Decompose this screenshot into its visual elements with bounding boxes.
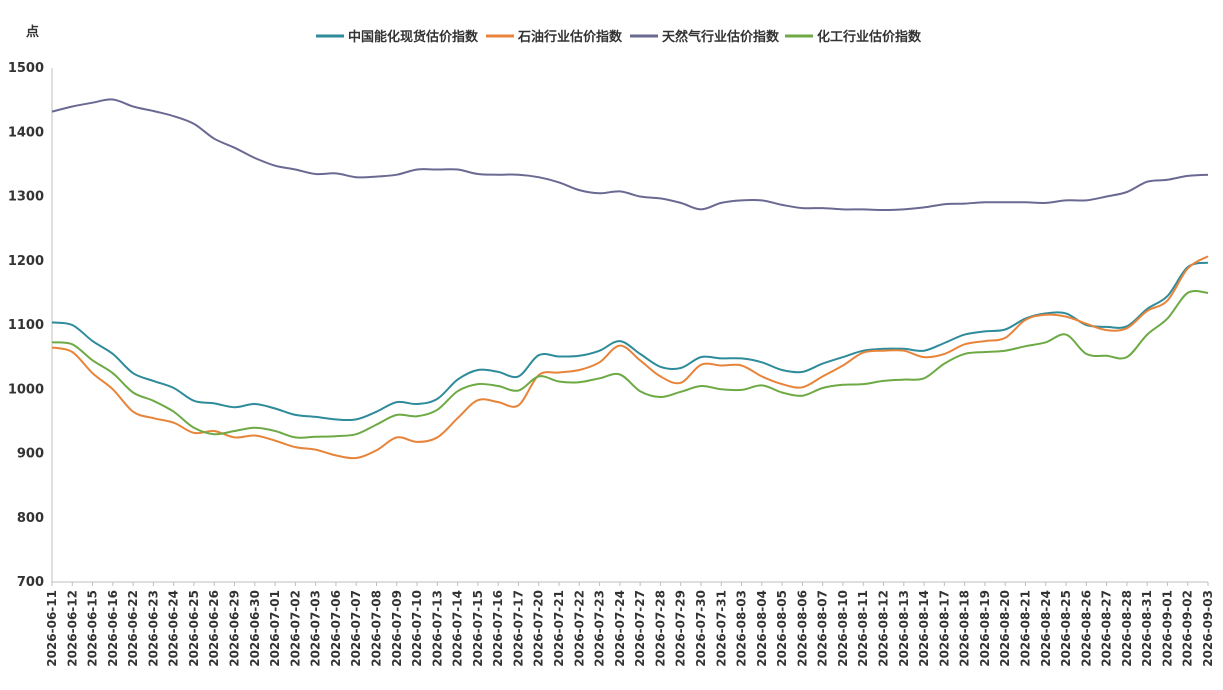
y-tick-label: 1500 [8,61,44,76]
x-tick-label: 2026-07-08 [369,590,383,667]
series-line-3 [51,98,1209,211]
legend-label: 中国能化现货估价指数 [348,29,479,45]
x-tick-label: 2026-06-24 [167,590,181,667]
x-tick-label: 2026-08-25 [1059,590,1073,667]
x-tick-label: 2026-07-13 [430,590,444,667]
x-tick-label: 2026-07-02 [288,590,302,667]
x-tick-label: 2026-06-16 [106,590,120,667]
x-tick-label: 2026-08-06 [795,590,809,667]
x-tick-label: 2026-08-07 [816,590,830,667]
x-tick-label: 2026-07-15 [471,590,485,667]
x-tick-label: 2026-07-28 [653,590,667,667]
y-tick-label: 700 [17,575,44,590]
legend-label: 化工行业估价指数 [817,29,922,45]
x-tick-label: 2026-08-04 [755,590,769,667]
legend: 中国能化现货估价指数 石油行业估价指数 天然气行业估价指数 化工行业估价指数 [316,29,922,45]
x-tick-label: 2026-08-11 [856,590,870,667]
x-tick-label: 2026-06-25 [187,590,201,667]
x-tick-label: 2026-08-31 [1140,590,1154,667]
x-tick-label: 2026-06-23 [146,590,160,667]
y-tick-label: 1100 [8,318,44,333]
x-tick-label: 2026-06-29 [228,590,242,667]
x-tick-label: 2026-07-09 [390,590,404,667]
x-tick-label: 2026-09-01 [1160,590,1174,667]
y-tick-label: 800 [17,511,44,526]
x-tick-label: 2026-09-02 [1181,590,1195,667]
x-tick-label: 2026-08-19 [978,590,992,667]
x-tick-label: 2026-08-26 [1079,590,1093,667]
y-tick-label: 900 [17,447,44,462]
x-axis: 2026-06-11 2026-06-12 2026-06-15 2026-06-16… [45,581,1215,667]
x-tick-label: 2026-07-24 [613,590,627,667]
x-tick-label: 2026-07-20 [532,590,546,667]
series-line-4 [51,290,1209,439]
x-tick-label: 2026-07-06 [329,590,343,667]
x-tick-label: 2026-08-21 [1018,590,1032,667]
x-tick-label: 2026-08-27 [1100,590,1114,667]
x-tick-label: 2026-08-12 [877,590,891,667]
x-tick-label: 2026-07-07 [349,590,363,667]
legend-label: 石油行业估价指数 [517,29,623,45]
y-axis: 700 800 900 1000 1100 1200 1300 1400 1500 [8,61,53,590]
x-tick-label: 2026-09-03 [1201,590,1215,667]
x-tick-label: 2026-08-13 [897,590,911,667]
x-tick-label: 2026-06-26 [207,590,221,667]
x-tick-label: 2026-07-14 [451,590,465,667]
x-tick-label: 2026-08-20 [998,590,1012,667]
x-tick-label: 2026-08-10 [836,590,850,667]
x-tick-label: 2026-07-31 [714,590,728,667]
y-tick-label: 1300 [8,190,44,205]
x-tick-label: 2026-07-23 [593,590,607,667]
x-tick-label: 2026-08-05 [775,590,789,667]
y-unit-label: 点 [26,24,39,40]
x-tick-label: 2026-06-30 [248,590,262,667]
x-tick-label: 2026-08-24 [1039,590,1053,667]
x-tick-label: 2026-08-03 [735,590,749,667]
x-tick-label: 2026-07-22 [572,590,586,667]
x-tick-label: 2026-07-17 [511,590,525,667]
x-tick-label: 2026-06-15 [86,590,100,667]
x-tick-label: 2026-08-14 [917,590,931,667]
x-tick-label: 2026-07-21 [552,590,566,667]
x-tick-label: 2026-06-12 [65,590,79,667]
x-tick-label: 2026-07-01 [268,590,282,667]
x-tick-label: 2026-07-29 [674,590,688,667]
series-line-2 [51,255,1209,460]
x-tick-label: 2026-06-22 [126,590,140,667]
x-tick-label: 2026-07-27 [633,590,647,667]
x-tick-label: 2026-06-11 [45,590,59,667]
x-tick-label: 2026-07-03 [309,590,323,667]
x-tick-label: 2026-07-10 [410,590,424,667]
y-tick-label: 1200 [8,254,44,269]
y-tick-label: 1400 [8,125,44,140]
y-tick-label: 1000 [8,382,44,397]
x-tick-label: 2026-08-18 [958,590,972,667]
series-layer [51,98,1209,460]
x-tick-label: 2026-08-17 [937,590,951,667]
series-line-1 [51,261,1209,422]
x-tick-label: 2026-07-30 [694,590,708,667]
x-tick-label: 2026-07-16 [491,590,505,667]
x-tick-label: 2026-08-28 [1120,590,1134,667]
legend-label: 天然气行业估价指数 [662,29,780,45]
